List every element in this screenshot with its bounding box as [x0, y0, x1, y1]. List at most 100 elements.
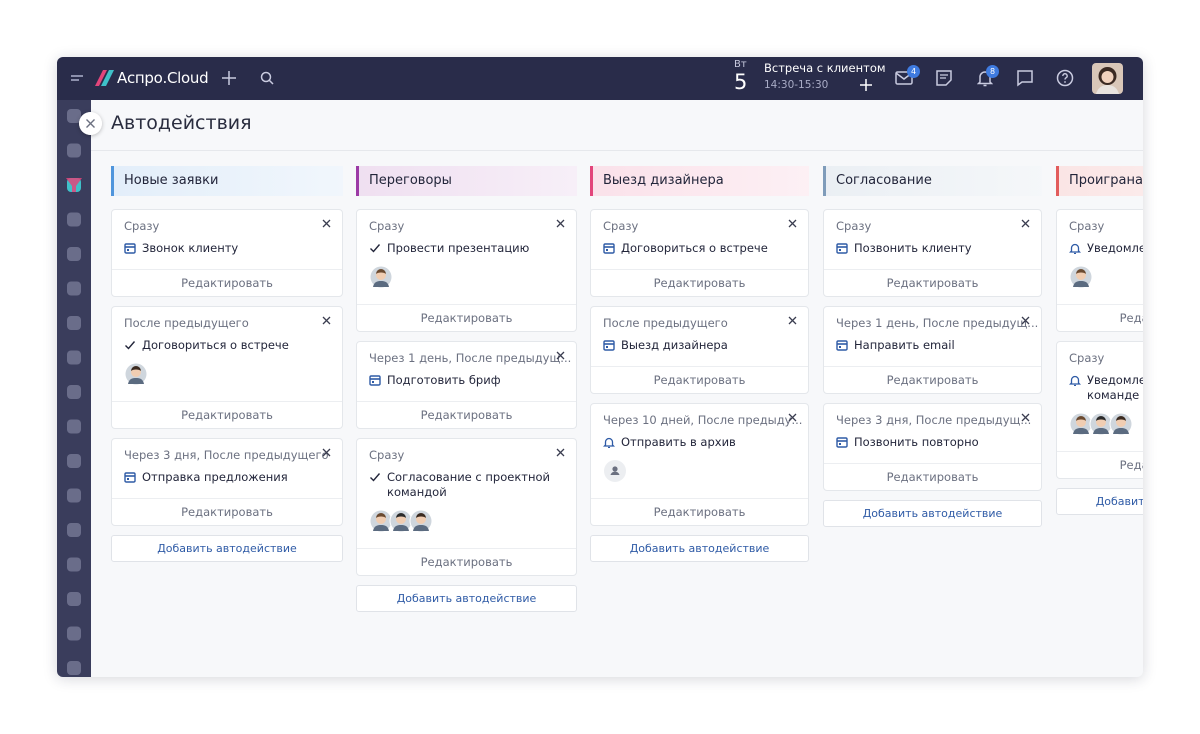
edit-button[interactable]: Редактировать	[1057, 304, 1143, 331]
edit-button[interactable]: Редактировать	[357, 401, 576, 428]
notes-icon[interactable]	[935, 69, 953, 87]
action-text: Отправка предложения	[142, 470, 288, 484]
menu-icon[interactable]	[71, 72, 85, 84]
automation-card: Сразу Уведомление Редактировать	[1056, 209, 1143, 332]
nav-icon[interactable]	[66, 178, 82, 192]
nav-icon[interactable]	[67, 247, 81, 261]
edit-button[interactable]: Редактировать	[591, 498, 808, 525]
add-automation-button[interactable]: Добавить автодействие	[590, 535, 809, 562]
nav-icon[interactable]	[67, 454, 81, 468]
add-icon[interactable]	[222, 71, 236, 85]
edit-button[interactable]: Редактировать	[591, 366, 808, 393]
remove-button[interactable]	[788, 413, 797, 422]
close-button[interactable]	[79, 112, 102, 135]
card-action: Позвонить повторно	[824, 429, 1041, 463]
edit-button[interactable]: Редактировать	[824, 269, 1041, 296]
nav-icon[interactable]	[67, 661, 81, 675]
card-action: Отправка предложения	[112, 464, 342, 498]
event-title[interactable]: Встреча с клиентом	[764, 61, 886, 75]
assignees	[369, 265, 576, 289]
add-automation-button[interactable]: Добавить автодействие	[823, 500, 1042, 527]
nav-icon[interactable]	[67, 109, 81, 123]
user-avatar[interactable]	[1092, 63, 1123, 94]
logo-icon	[95, 70, 114, 86]
add-event-icon[interactable]	[860, 79, 872, 91]
remove-button[interactable]	[322, 448, 331, 457]
nav-icon[interactable]	[67, 281, 81, 296]
help-icon[interactable]	[1056, 69, 1074, 87]
nav-icon[interactable]	[67, 557, 81, 572]
assignees	[603, 459, 808, 483]
remove-button[interactable]	[556, 219, 565, 228]
nav-icon[interactable]	[67, 626, 81, 641]
nav-icon[interactable]	[67, 523, 81, 537]
automation-card: Сразу Договориться о встрече Редактировать	[590, 209, 809, 297]
card-action: Договориться о встрече	[591, 235, 808, 269]
action-text: Согласование с проектной командой	[387, 470, 550, 499]
top-bar: Аспро.Cloud Вт 5 Встреча с клиентом 14:3…	[57, 57, 1143, 100]
card-action: Согласование с проектной командой	[357, 464, 576, 513]
nav-icon[interactable]	[67, 419, 81, 434]
nav-icon[interactable]	[67, 592, 81, 606]
action-icon	[370, 473, 381, 482]
action-icon	[603, 437, 615, 448]
add-automation-button[interactable]: Добавить автодействие	[356, 585, 577, 612]
edit-button[interactable]: Редактировать	[1057, 451, 1143, 478]
avatar	[369, 509, 393, 533]
nav-icon[interactable]	[67, 488, 81, 503]
action-icon	[603, 340, 615, 351]
remove-button[interactable]	[788, 219, 797, 228]
card-timing: Через 3 дня, После предыдущего	[124, 448, 329, 462]
edit-button[interactable]: Редактировать	[112, 269, 342, 296]
remove-button[interactable]	[788, 316, 797, 325]
automation-card: Сразу Уведомление проектной команде Редакт…	[1056, 341, 1143, 479]
nav-icon[interactable]	[67, 316, 81, 330]
day: 5	[734, 70, 748, 94]
search-icon[interactable]	[260, 71, 274, 85]
nav-icon[interactable]	[67, 350, 81, 365]
chat-icon[interactable]	[1016, 69, 1034, 87]
action-icon	[124, 472, 136, 483]
edit-button[interactable]: Редактировать	[591, 269, 808, 296]
main-content: Автодействия Новые заявки Сразу Звонок кли…	[91, 100, 1143, 677]
card-action: Уведомление проектной команде	[1057, 367, 1143, 416]
action-icon	[370, 244, 381, 253]
edit-button[interactable]: Редактировать	[112, 401, 342, 428]
remove-button[interactable]	[1021, 316, 1030, 325]
card-timing: Сразу	[603, 219, 639, 233]
automation-card: После предыдущего Договориться о встрече Р…	[111, 306, 343, 429]
card-timing: Сразу	[369, 448, 405, 462]
nav-icon[interactable]	[67, 212, 81, 227]
column-title: Согласование	[823, 166, 1042, 196]
action-icon	[124, 243, 136, 254]
edit-button[interactable]: Редактировать	[112, 498, 342, 525]
assignees	[124, 362, 342, 386]
remove-button[interactable]	[1021, 413, 1030, 422]
edit-button[interactable]: Редактировать	[357, 548, 576, 575]
add-automation-button[interactable]: Добавить автодействие	[111, 535, 343, 562]
action-text: Выезд дизайнера	[621, 338, 728, 352]
edit-button[interactable]: Редактировать	[357, 304, 576, 331]
logo-text[interactable]: Аспро.Cloud	[117, 69, 209, 87]
card-timing: Через 1 день, После предыдущ...	[369, 351, 572, 365]
remove-button[interactable]	[322, 219, 331, 228]
remove-button[interactable]	[556, 351, 565, 360]
remove-button[interactable]	[1021, 219, 1030, 228]
add-automation-button[interactable]: Добавить автодействие	[1056, 488, 1143, 515]
mail-badge: 4	[907, 65, 920, 78]
card-action: Договориться о встрече	[112, 332, 342, 366]
remove-button[interactable]	[556, 448, 565, 457]
divider	[91, 150, 1143, 151]
card-action: Направить email	[824, 332, 1041, 366]
remove-button[interactable]	[322, 316, 331, 325]
action-text: Отправить в архив	[621, 435, 736, 449]
card-action: Звонок клиенту	[112, 235, 342, 269]
nav-icon[interactable]	[67, 385, 81, 399]
avatar	[1069, 412, 1093, 436]
edit-button[interactable]: Редактировать	[824, 463, 1041, 490]
automation-card: Через 10 дней, После предыду... Отправить…	[590, 403, 809, 526]
edit-button[interactable]: Редактировать	[824, 366, 1041, 393]
nav-icon[interactable]	[67, 143, 81, 158]
action-text: Звонок клиенту	[142, 241, 239, 255]
